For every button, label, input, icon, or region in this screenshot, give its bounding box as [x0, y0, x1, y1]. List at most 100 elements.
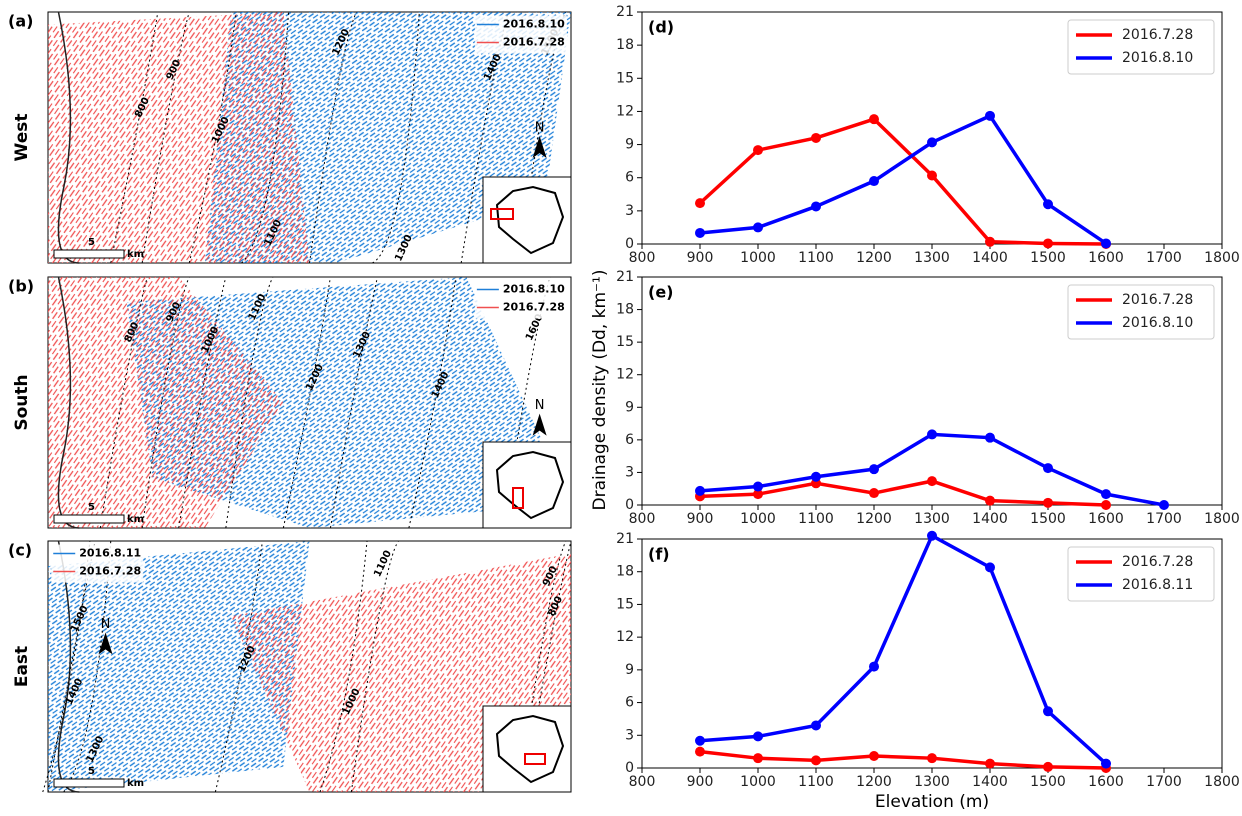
data-point	[869, 751, 879, 762]
scale-unit: km	[127, 778, 144, 789]
legend-label: 2016.7.28	[1122, 292, 1193, 308]
data-point	[1101, 238, 1111, 249]
y-tick-label: 6	[625, 432, 634, 448]
contour-line	[188, 11, 237, 264]
inset-outline	[495, 714, 565, 784]
y-tick-label: 15	[616, 334, 634, 350]
scale-bar	[53, 778, 125, 788]
panel-label: (d)	[648, 18, 674, 37]
north-label: N	[535, 121, 545, 136]
data-point	[985, 432, 995, 443]
y-tick-label: 9	[625, 137, 634, 153]
x-tick-label: 1800	[1204, 511, 1240, 527]
data-point	[927, 137, 937, 148]
data-point	[1043, 706, 1053, 717]
x-tick-label: 1400	[972, 511, 1008, 527]
contour-line	[319, 540, 368, 793]
data-point	[985, 562, 995, 573]
region-label: South	[12, 374, 32, 430]
data-point	[695, 746, 705, 757]
x-tick-label: 1300	[914, 511, 950, 527]
x-tick-label: 1700	[1146, 774, 1182, 790]
data-point	[1043, 761, 1053, 772]
map-legend-label: 2016.7.28	[503, 301, 565, 314]
contour-line	[214, 540, 263, 793]
inset-region	[524, 753, 546, 765]
y-tick-label: 18	[616, 564, 634, 580]
north-arrow	[98, 632, 113, 655]
legend-label: 2016.8.10	[1122, 50, 1193, 66]
legend-label: 2016.8.11	[1122, 577, 1193, 593]
north-label: N	[535, 398, 545, 413]
contour-line	[329, 276, 378, 529]
data-point	[1101, 489, 1111, 500]
x-tick-label: 800	[629, 774, 656, 790]
y-tick-label: 21	[616, 531, 634, 547]
data-point	[869, 464, 879, 475]
data-point	[985, 758, 995, 769]
contour-line	[350, 540, 399, 793]
data-point	[927, 530, 937, 541]
panel-label: (b)	[8, 277, 34, 296]
x-tick-label: 800	[629, 511, 656, 527]
data-point	[695, 227, 705, 238]
inset-outline	[495, 450, 565, 520]
x-tick-label: 1400	[972, 250, 1008, 266]
inset-region	[490, 208, 514, 220]
map-red-streams	[48, 12, 310, 263]
y-tick-label: 0	[625, 760, 634, 776]
panel-label: (f)	[648, 545, 670, 564]
contour-line	[518, 11, 567, 264]
x-tick-label: 1500	[1030, 250, 1066, 266]
scale-unit: km	[127, 514, 144, 525]
legend-label: 2016.7.28	[1122, 554, 1193, 570]
series-line	[699, 533, 1108, 765]
y-tick-label: 15	[616, 596, 634, 612]
series-line	[699, 113, 1107, 245]
x-tick-label: 1600	[1088, 774, 1124, 790]
legend-label: 2016.8.10	[1122, 315, 1193, 331]
scale-bar	[53, 249, 125, 259]
map-blue-streams	[48, 541, 310, 792]
data-point	[1043, 463, 1053, 474]
x-tick-label: 1300	[914, 250, 950, 266]
series-line	[699, 749, 1107, 770]
data-point	[753, 753, 763, 764]
x-tick-label: 1200	[856, 511, 892, 527]
y-tick-label: 15	[616, 70, 634, 86]
inset-region	[512, 487, 524, 509]
x-tick-label: 1000	[740, 511, 776, 527]
data-point	[753, 481, 763, 492]
scale-value: 5	[88, 237, 95, 248]
contour-line	[309, 11, 358, 264]
data-point	[811, 755, 821, 766]
contour-line	[47, 540, 96, 793]
y-tick-label: 6	[625, 170, 634, 186]
data-point	[1043, 497, 1053, 508]
data-point	[753, 731, 763, 742]
y-tick-label: 3	[625, 203, 634, 219]
data-point	[811, 201, 821, 212]
series-line	[699, 432, 1165, 507]
y-tick-label: 3	[625, 464, 634, 480]
region-label: West	[12, 114, 32, 162]
map-legend-box	[474, 280, 567, 319]
y-tick-label: 12	[616, 103, 634, 119]
y-tick-label: 9	[625, 399, 634, 415]
x-tick-label: 1800	[1204, 774, 1240, 790]
data-point	[1159, 500, 1169, 510]
data-point	[869, 114, 879, 125]
map-legend-label: 2016.7.28	[79, 565, 141, 578]
x-tick-label: 1700	[1146, 250, 1182, 266]
north-arrow	[532, 413, 547, 436]
series-line	[699, 479, 1107, 507]
data-point	[811, 132, 821, 143]
data-point	[927, 476, 937, 487]
x-tick-label: 1200	[856, 250, 892, 266]
data-point	[985, 495, 995, 506]
panel-label: (e)	[648, 283, 673, 302]
data-point	[869, 488, 879, 499]
map-legend-label: 2016.8.10	[503, 18, 565, 31]
contour-line	[178, 276, 227, 529]
y-tick-label: 9	[625, 662, 634, 678]
